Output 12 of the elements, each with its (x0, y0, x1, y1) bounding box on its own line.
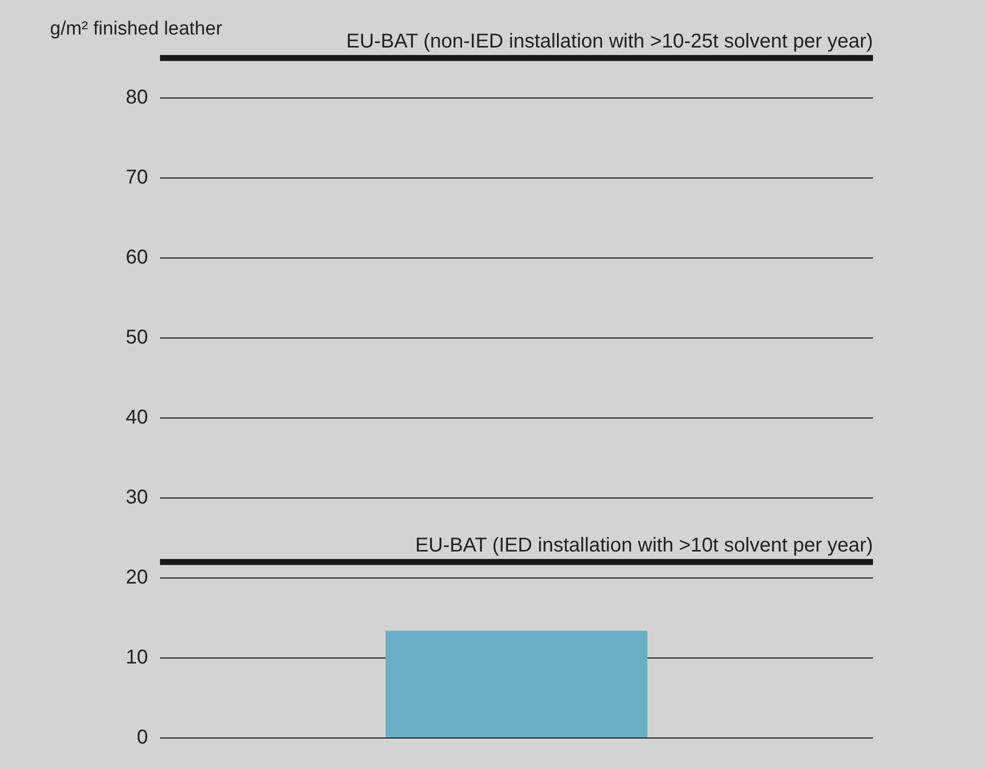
ref-line-label: EU-BAT (non-IED installation with >10-25t solvent per year) (346, 30, 873, 53)
y-axis-title: g/m² finished leather (50, 18, 223, 40)
y-tick-label: 10 (126, 646, 148, 669)
y-tick-label: 0 (136, 726, 148, 749)
y-tick-label: 30 (126, 486, 148, 509)
y-tick-label: 20 (126, 566, 148, 589)
ref-line-label: EU-BAT (IED installation with >10t solvent per year) (415, 534, 873, 557)
y-tick-label: 70 (126, 166, 148, 189)
y-tick-label: 60 (126, 246, 148, 269)
y-tick-label: 40 (126, 406, 148, 429)
y-tick-label: 50 (126, 326, 148, 349)
y-tick-label: 80 (126, 86, 148, 109)
